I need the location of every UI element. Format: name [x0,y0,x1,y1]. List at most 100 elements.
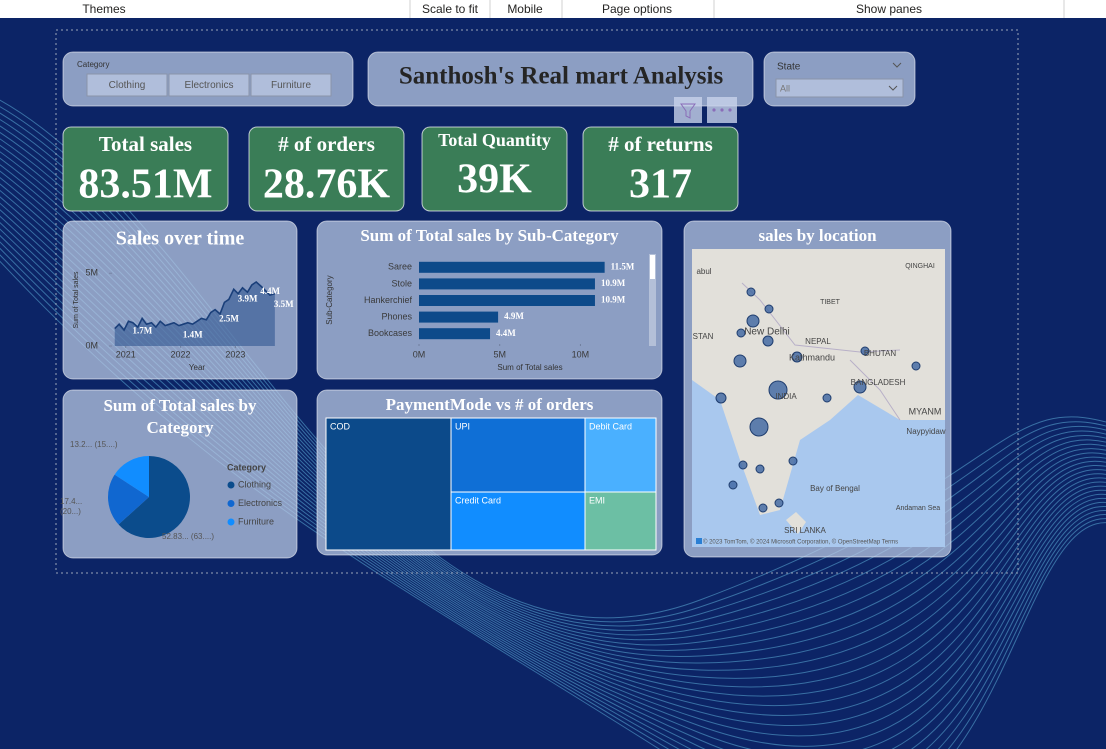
slicer-option-label[interactable]: Furniture [271,80,311,91]
pie-slice [108,474,149,525]
cell-label: Credit Card [455,495,501,505]
map-bubble[interactable] [764,304,774,314]
filter-glyph [680,103,696,119]
slicer-option-label[interactable]: Electronics [185,80,234,91]
map-bubble[interactable] [774,498,784,508]
chart-title: Sum of Total sales by Category [103,396,257,437]
map-bubble[interactable] [762,335,774,347]
dropdown[interactable] [775,78,904,98]
chevron [888,85,898,91]
place-label: Andaman Sea [896,505,940,512]
map-bubble[interactable] [768,380,788,400]
kpi-value: 28.76K [263,162,391,208]
cell-label: UPI [455,421,470,431]
map-bubble[interactable] [860,346,870,356]
map-bubble[interactable] [755,464,765,474]
cell-label: COD [330,421,351,431]
slicer-option[interactable] [250,73,332,97]
map-bubble[interactable] [746,287,756,297]
chart-title: Sales over time [116,228,245,250]
toolbar-button[interactable]: Page options [602,2,672,16]
scrollbar-thumb[interactable] [650,255,655,279]
slice-label: 52.83... (63....) [162,532,215,541]
kpi-label: Total Quantity [438,130,551,150]
treemap-cell [325,417,452,551]
place-label: New Delhi [744,327,790,338]
y-axis-title: Sum of Total sales [73,271,80,329]
map-bubble[interactable] [715,392,727,404]
slicer-option-label[interactable]: Clothing [109,80,146,91]
more-dot [712,108,716,112]
place-label: abul [696,267,711,276]
scrollbar[interactable] [649,254,656,346]
y-tick-label: Bookcases [368,328,413,338]
data-label: 1.4M [183,330,203,340]
bar [419,328,491,340]
x-tick-label: 10M [572,349,590,359]
dropdown-value: All [780,83,790,93]
toolbar-button[interactable]: Show panes [856,2,922,16]
map-bubble[interactable] [853,380,867,394]
kpi-card [421,126,568,212]
cell-label: EMI [589,495,605,505]
slicer-option[interactable] [86,73,168,97]
chart-title: Sum of Total sales by Sub-Category [360,226,619,245]
y-tick-label: Saree [388,262,412,272]
map-logo [696,538,702,544]
kpi-card [62,126,229,212]
slice-label-box: 13.2... (15....) [70,440,118,449]
data-label: 4.4M [260,286,280,296]
bar [419,278,595,290]
map-land [786,512,806,534]
data-label: 1.7M [132,325,152,335]
data-label: 3.5M [274,299,294,309]
kpi-label: # of returns [608,132,713,156]
map-bubble[interactable] [728,480,738,490]
slice-label-box: 52.83... (63....) [162,532,215,541]
kpi-label: # of orders [278,132,375,156]
legend-marker [227,500,235,507]
treemap-cell [584,491,657,551]
toolbar-button[interactable]: Mobile [507,2,543,16]
map-bubble[interactable] [738,460,748,470]
legend-marker [227,518,235,526]
more-dot [728,108,732,112]
legend-title: Category [227,462,266,472]
map-bubble[interactable] [822,393,832,403]
y-axis-title: Sub-Category [325,275,334,324]
kpi-value: 39K [457,157,532,203]
pie-slice [118,456,191,538]
slice-label: 13.2... (15....) [70,440,118,449]
map-bubble[interactable] [791,351,803,363]
swirl-line [0,202,1106,726]
legend-label: Clothing [238,479,271,489]
slicer-option[interactable] [168,73,250,97]
chart-title: PaymentMode vs # of orders [386,395,594,414]
filter-icon[interactable] [674,97,702,123]
toolbar-button[interactable]: Themes [82,2,125,16]
map-bubble[interactable] [733,354,747,368]
place-label: MYANM [909,406,942,416]
slice-label-box: 17.4... (20...) [60,497,82,516]
legend-label: Electronics [238,498,283,508]
map-bubble[interactable] [911,361,921,371]
area [114,282,275,346]
map-bubble[interactable] [746,314,760,328]
kpi-card [582,126,739,212]
place-label: SRI LANKA [784,526,826,535]
bar [419,311,499,323]
map-bubble[interactable] [749,417,769,437]
toolbar-button[interactable]: Scale to fit [422,2,479,16]
content: Themes Scale to fit Mobile Page options Show… [60,0,1065,559]
data-label: 4.9M [504,311,524,321]
map-bubble[interactable] [788,456,798,466]
kpi-label: Total sales [99,132,192,156]
legend-marker [227,481,235,489]
data-label: 2.5M [219,314,239,324]
map-bubble[interactable] [736,328,746,338]
place-label: Naypyidaw [906,427,945,436]
place-label: BANGLADESH [851,378,906,387]
data-label: 3.9M [238,293,258,303]
map-bubble[interactable] [758,503,768,513]
